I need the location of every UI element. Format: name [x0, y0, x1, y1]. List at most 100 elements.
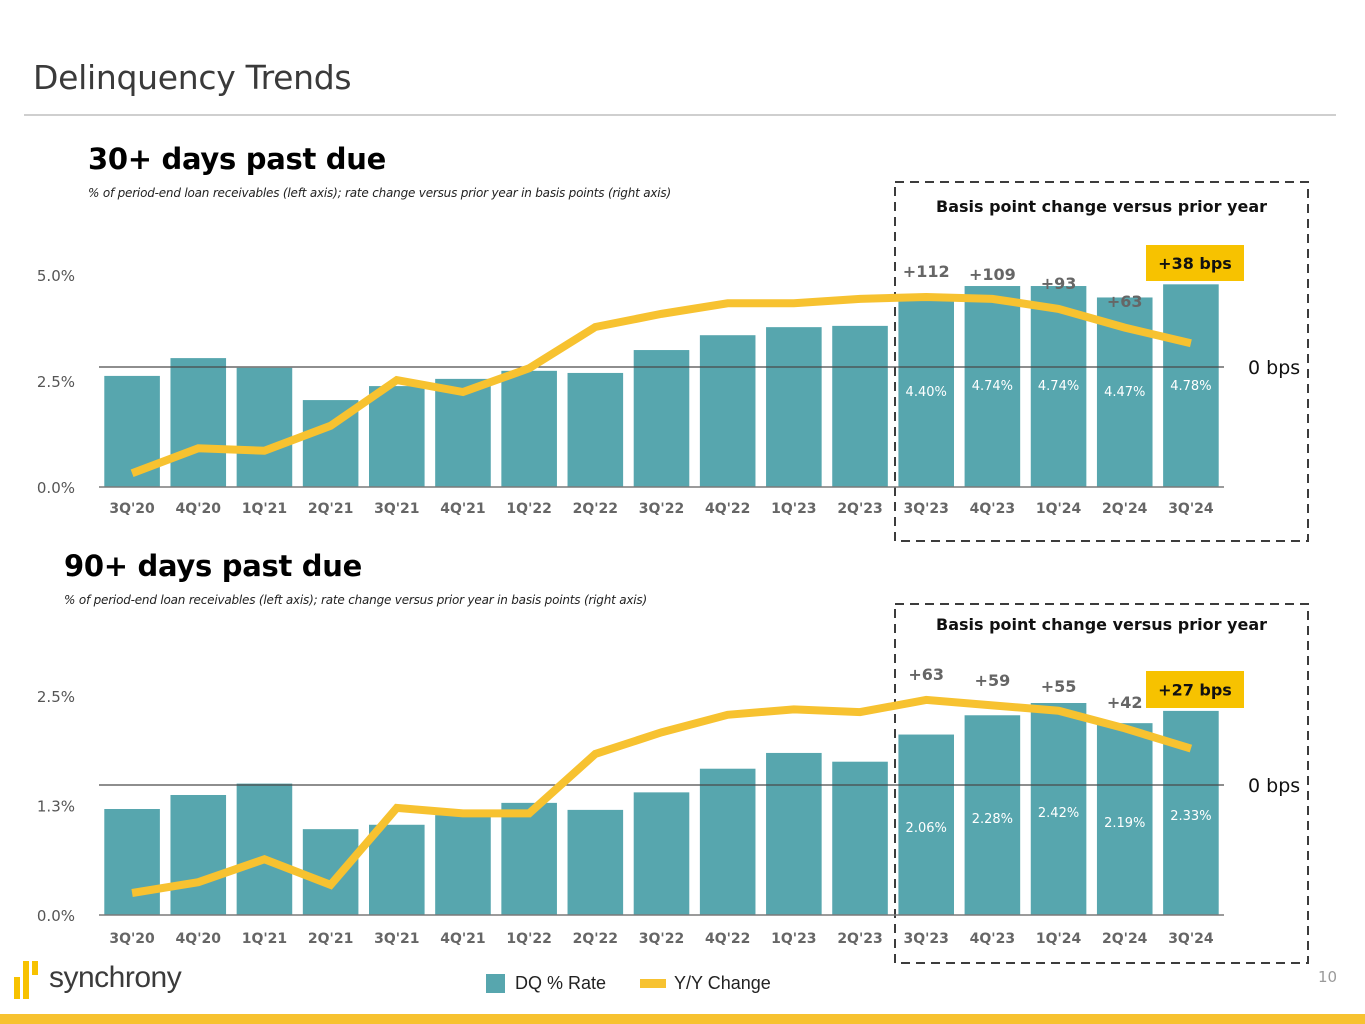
chart-dq30-bar-value-label: 4.74% [1038, 379, 1079, 394]
chart-dq90-bar-value-label: 2.42% [1038, 806, 1079, 821]
chart-dq30-highlight-badge-label: +38 bps [1158, 254, 1232, 273]
chart-dq90-y-tick-label: 2.5% [37, 688, 75, 706]
chart-dq30-category-label: 4Q'23 [970, 501, 1015, 517]
chart-dq90-category-label: 3Q'20 [109, 931, 155, 947]
chart-dq90-category-label: 3Q'24 [1168, 931, 1214, 947]
legend-line-swatch-icon [640, 979, 667, 988]
chart-dq30-bar-value-label: 4.47% [1104, 385, 1145, 400]
chart-dq90-category-label: 4Q'20 [176, 931, 222, 947]
synchrony-logo: synchrony [14, 955, 182, 999]
chart-dq90-bar [832, 761, 888, 915]
chart-dq30-zero-bps-label: 0 bps [1248, 357, 1300, 379]
chart-dq90-box-title: Basis point change versus prior year [936, 615, 1267, 634]
chart-dq90-bar [567, 809, 624, 915]
chart-dq30-bar [369, 386, 425, 487]
chart-dq30-category-label: 3Q'24 [1168, 501, 1214, 517]
chart-dq30-category-label: 3Q'22 [639, 501, 684, 517]
chart-dq30-category-label: 3Q'21 [374, 501, 419, 517]
chart-dq30-category-label: 1Q'22 [506, 501, 551, 517]
chart-dq90-bar [1096, 723, 1153, 915]
chart-dq90-category-label: 1Q'23 [771, 931, 816, 947]
chart-dq90-category-label: 4Q'22 [705, 931, 750, 947]
chart-dq30-yoy-value-label: +109 [969, 265, 1016, 284]
chart-dq30-category-label: 2Q'21 [308, 501, 353, 517]
chart-dq90-bar-value-label: 2.33% [1170, 809, 1211, 824]
chart-dq30-box-title: Basis point change versus prior year [936, 197, 1267, 216]
logo-bar-icon [32, 961, 38, 975]
chart-90-title: 90+ days past due [64, 549, 362, 583]
chart-dq30-bar [898, 300, 954, 487]
chart-dq30-yoy-value-label: +93 [1041, 274, 1077, 293]
chart-dq90-category-label: 1Q'21 [242, 931, 287, 947]
chart-dq90-y-tick-label: 1.3% [37, 798, 75, 816]
chart-dq90-category-label: 4Q'21 [440, 931, 485, 947]
chart-dq90-y-tick-label: 0.0% [37, 907, 75, 925]
chart-dq90-bar [435, 815, 491, 915]
chart-dq90-bar [1030, 703, 1087, 915]
logo-text: synchrony [49, 961, 182, 994]
chart-30-subtitle: % of period-end loan receivables (left a… [88, 186, 671, 200]
legend-bar-label: DQ % Rate [515, 973, 607, 993]
chart-dq30-bar [633, 350, 690, 487]
chart-dq90-highlight-badge-label: +27 bps [1158, 681, 1232, 700]
chart-dq30-bar [832, 325, 888, 487]
chart-dq90-bar [302, 829, 359, 915]
chart-dq30-bar [435, 378, 491, 487]
chart-dq30-y-tick-label: 2.5% [37, 373, 75, 391]
chart-dq90-highlight-box [894, 603, 1309, 964]
chart-dq30-highlight-box [894, 181, 1309, 542]
chart-dq90-bar [633, 792, 690, 915]
chart-dq30-category-label: 1Q'23 [771, 501, 816, 517]
chart-dq30-category-label: 4Q'22 [705, 501, 750, 517]
chart-dq30-category-label: 3Q'23 [903, 501, 948, 517]
chart-dq90-bar [369, 824, 425, 915]
logo-bar-icon [14, 977, 20, 999]
chart-dq30-bar [1030, 286, 1087, 487]
chart-dq30-category-label: 1Q'24 [1036, 501, 1082, 517]
chart-dq90-bar [766, 752, 822, 915]
chart-dq90-highlight-badge [1146, 671, 1244, 708]
chart-dq90-bar-value-label: 2.06% [906, 821, 947, 836]
chart-legend: DQ % Rate Y/Y Change [486, 973, 771, 994]
chart-dq90-bar [964, 715, 1021, 915]
chart-dq30-category-label: 4Q'20 [176, 501, 222, 517]
chart-dq90-yoy-value-label: +42 [1107, 693, 1143, 712]
legend-bar-swatch-icon [486, 974, 505, 993]
chart-dq90-yoy-value-label: +63 [908, 665, 944, 684]
chart-dq30-category-label: 3Q'20 [109, 501, 155, 517]
chart-dq30-bar [766, 327, 822, 487]
chart-dq90-bar [898, 734, 954, 915]
chart-30-title: 30+ days past due [88, 142, 386, 176]
logo-bar-icon [23, 961, 29, 999]
chart-dq30-bar-value-label: 4.74% [972, 379, 1013, 394]
chart-dq30-bar [501, 370, 557, 487]
chart-dq90-category-label: 2Q'21 [308, 931, 353, 947]
chart-dq90-category-label: 3Q'22 [639, 931, 684, 947]
chart-dq30-category-label: 4Q'21 [440, 501, 485, 517]
chart-dq90-category-label: 2Q'24 [1102, 931, 1148, 947]
chart-dq30-yoy-value-label: +63 [1107, 292, 1143, 311]
chart-dq30-bar [170, 358, 227, 487]
chart-dq90-zero-bps-label: 0 bps [1248, 775, 1300, 797]
page-title: Delinquency Trends [33, 58, 352, 97]
chart-dq90-category-label: 2Q'22 [573, 931, 618, 947]
chart-dq30-category-label: 2Q'23 [837, 501, 882, 517]
legend-line-label: Y/Y Change [674, 973, 771, 993]
chart-dq90-bar [501, 802, 557, 915]
chart-dq30-highlight-badge [1146, 245, 1244, 281]
chart-dq30-bar [567, 372, 624, 487]
footer-accent-bar [0, 1014, 1365, 1024]
page-number: 10 [1318, 968, 1338, 986]
chart-dq90-category-label: 1Q'24 [1036, 931, 1082, 947]
chart-dq30-bar-value-label: 4.40% [906, 385, 947, 400]
chart-dq90-bar-value-label: 2.19% [1104, 816, 1145, 831]
chart-dq90-category-label: 3Q'23 [903, 931, 948, 947]
chart-dq30-bar [699, 335, 756, 487]
chart-dq30-bar [236, 367, 293, 487]
chart-dq30-y-tick-label: 0.0% [37, 479, 75, 497]
chart-dq30-bar [964, 286, 1021, 487]
chart-dq90-bar-value-label: 2.28% [972, 812, 1013, 827]
chart-dq90-category-label: 2Q'23 [837, 931, 882, 947]
chart-dq30-category-label: 1Q'21 [242, 501, 287, 517]
